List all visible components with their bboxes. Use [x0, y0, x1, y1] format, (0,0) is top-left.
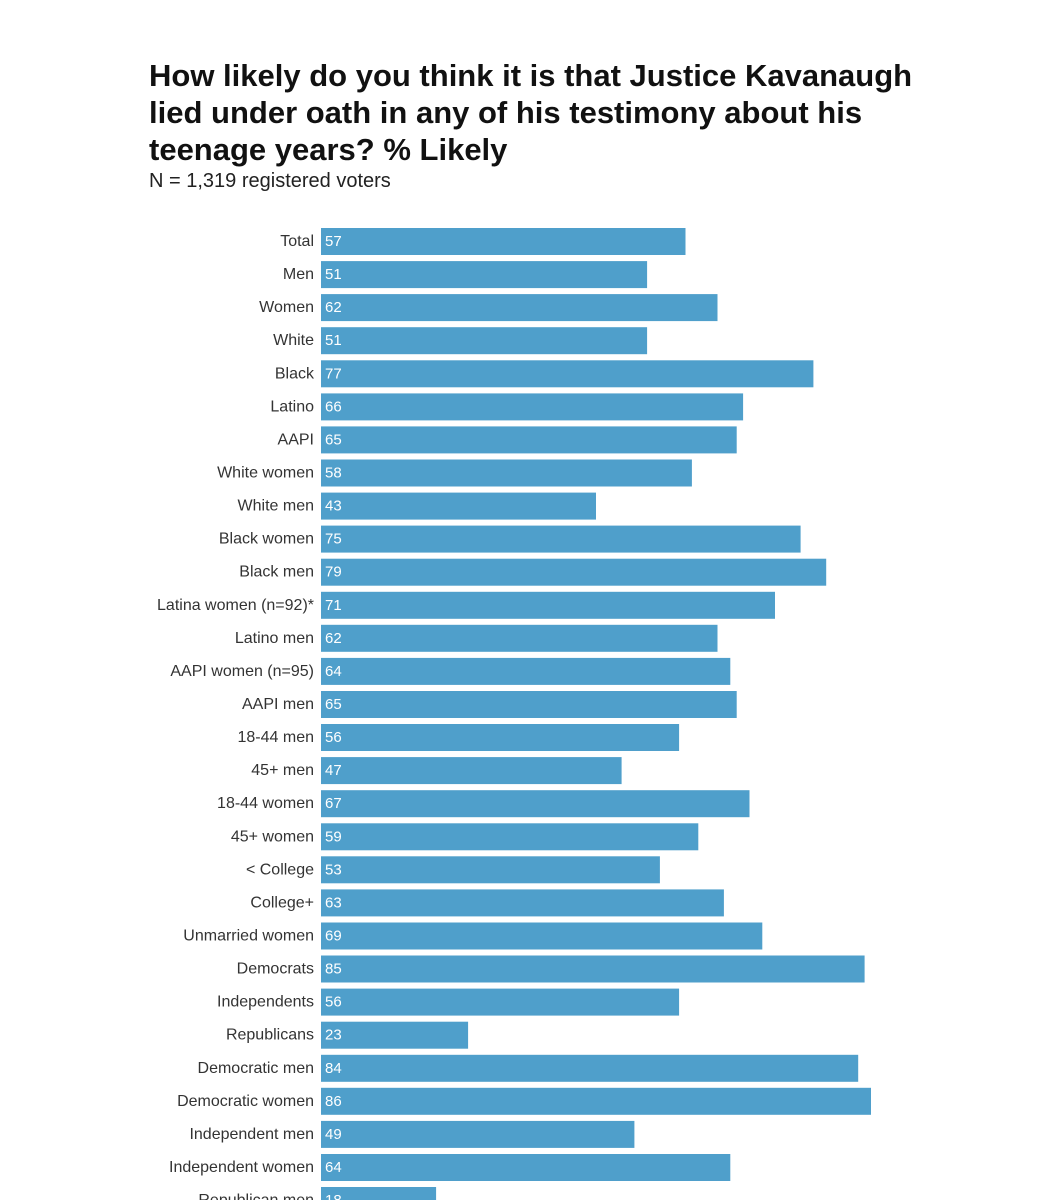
category-label: Independent women	[169, 1159, 314, 1176]
bar	[321, 724, 680, 751]
bar	[321, 922, 763, 950]
value-label: 59	[325, 828, 342, 845]
category-label: Total	[280, 233, 314, 250]
value-label: 49	[325, 1126, 342, 1143]
value-label: 63	[325, 894, 342, 911]
bar	[321, 294, 718, 322]
value-label: 51	[325, 266, 342, 283]
value-label: 58	[325, 465, 342, 482]
bar	[321, 1187, 437, 1200]
bar	[321, 823, 699, 851]
chart-subtitle: N = 1,319 registered voters	[149, 170, 391, 192]
value-label: 23	[325, 1027, 342, 1044]
category-label: Democratic women	[177, 1093, 314, 1110]
category-label: College+	[250, 894, 314, 911]
bar	[321, 1087, 871, 1115]
bar	[321, 558, 827, 586]
category-label: 18-44 women	[217, 795, 314, 812]
category-label: White	[273, 332, 314, 349]
category-label: AAPI men	[242, 696, 314, 713]
value-label: 62	[325, 299, 342, 316]
bar	[321, 1154, 731, 1181]
value-label: 56	[325, 994, 342, 1011]
bar	[321, 591, 775, 619]
bar	[321, 624, 718, 652]
category-label: Black	[275, 365, 315, 382]
bar	[321, 1021, 469, 1049]
category-label: Republicans	[226, 1027, 314, 1044]
category-label: Independents	[217, 994, 314, 1011]
value-label: 65	[325, 696, 342, 713]
category-label: Latino men	[235, 630, 314, 647]
category-label: 18-44 men	[238, 729, 315, 746]
bar	[321, 889, 724, 917]
value-label: 86	[325, 1093, 342, 1110]
category-label: Latino	[270, 398, 314, 415]
value-label: 47	[325, 762, 342, 779]
category-label: Republican men	[198, 1192, 314, 1200]
value-label: 56	[325, 729, 342, 746]
bar	[321, 228, 686, 255]
category-label: Black women	[219, 531, 314, 548]
category-label: Democrats	[237, 961, 314, 978]
bar	[321, 657, 731, 685]
value-label: 84	[325, 1060, 342, 1077]
bar	[321, 525, 801, 553]
category-label: Latina women (n=92)*	[157, 597, 314, 614]
value-label: 67	[325, 795, 342, 812]
category-label: 45+ women	[231, 828, 314, 845]
value-label: 85	[325, 961, 342, 978]
category-label: Unmarried women	[183, 928, 314, 945]
value-label: 53	[325, 861, 342, 878]
value-label: 75	[325, 531, 342, 548]
bar	[321, 492, 596, 520]
category-label: White men	[238, 498, 314, 515]
category-label: AAPI women (n=95)	[170, 663, 314, 680]
category-label: 45+ men	[251, 762, 314, 779]
value-label: 79	[325, 564, 342, 581]
value-label: 64	[325, 1159, 342, 1176]
value-label: 51	[325, 332, 342, 349]
bar	[321, 691, 737, 718]
category-label: Democratic men	[198, 1060, 314, 1077]
category-label: AAPI	[278, 431, 314, 448]
bar	[321, 856, 660, 884]
value-label: 65	[325, 431, 342, 448]
bar	[321, 1054, 859, 1082]
category-label: Women	[259, 299, 314, 316]
bar	[321, 1120, 635, 1148]
bar	[321, 327, 648, 355]
category-label: < College	[246, 861, 314, 878]
chart-header: How likely do you think it is that Justi…	[149, 57, 969, 194]
chart-title: How likely do you think it is that Justi…	[149, 58, 913, 167]
category-label: Black men	[239, 564, 314, 581]
value-label: 64	[325, 663, 342, 680]
bar	[321, 757, 622, 785]
value-label: 71	[325, 597, 342, 614]
value-label: 57	[325, 233, 342, 250]
value-label: 18	[325, 1192, 342, 1200]
bar	[321, 459, 692, 487]
bar	[321, 360, 814, 388]
value-label: 66	[325, 398, 342, 415]
category-label: Men	[283, 266, 314, 283]
bar	[321, 790, 750, 818]
value-label: 77	[325, 365, 342, 382]
value-label: 69	[325, 928, 342, 945]
bar	[321, 393, 744, 421]
category-label: Independent men	[189, 1126, 314, 1143]
bar	[321, 955, 865, 983]
bar	[321, 426, 737, 454]
bar	[321, 988, 680, 1016]
value-label: 62	[325, 630, 342, 647]
bar	[321, 261, 648, 289]
category-label: White women	[217, 465, 314, 482]
value-label: 43	[325, 498, 342, 515]
